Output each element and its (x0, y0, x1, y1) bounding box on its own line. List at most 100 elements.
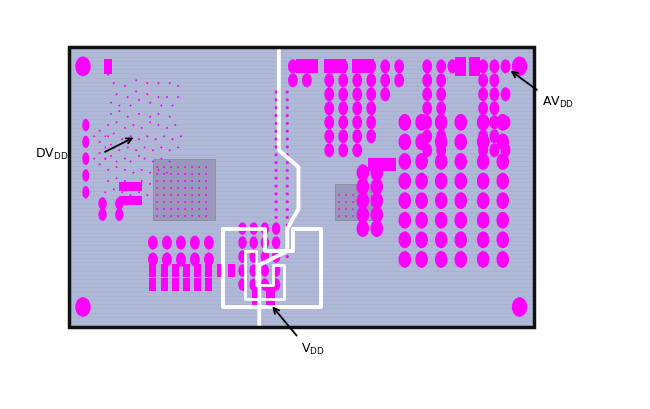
Ellipse shape (110, 114, 112, 116)
Ellipse shape (286, 224, 289, 227)
Ellipse shape (338, 202, 340, 203)
Ellipse shape (435, 212, 447, 229)
Ellipse shape (239, 265, 247, 277)
Ellipse shape (288, 60, 298, 74)
Ellipse shape (477, 212, 489, 229)
Ellipse shape (133, 183, 135, 185)
Ellipse shape (239, 251, 247, 263)
Ellipse shape (157, 169, 159, 171)
Ellipse shape (184, 202, 186, 204)
Ellipse shape (500, 144, 510, 158)
Ellipse shape (129, 161, 131, 163)
Ellipse shape (435, 134, 447, 151)
Ellipse shape (447, 60, 458, 74)
Ellipse shape (324, 102, 334, 116)
Bar (150, 279, 157, 291)
Bar (120, 183, 142, 191)
Ellipse shape (274, 185, 278, 188)
Ellipse shape (191, 167, 193, 169)
Ellipse shape (274, 216, 278, 220)
Ellipse shape (422, 60, 432, 74)
Ellipse shape (367, 60, 376, 74)
Ellipse shape (357, 207, 369, 223)
Ellipse shape (339, 60, 348, 74)
Ellipse shape (274, 193, 278, 196)
Ellipse shape (497, 193, 509, 209)
Ellipse shape (512, 297, 527, 317)
Ellipse shape (250, 223, 258, 235)
Ellipse shape (146, 83, 148, 85)
Ellipse shape (191, 195, 193, 197)
Ellipse shape (454, 193, 467, 209)
Ellipse shape (176, 236, 186, 250)
Bar (352, 60, 374, 74)
Ellipse shape (138, 114, 140, 116)
Ellipse shape (324, 60, 334, 74)
Ellipse shape (205, 181, 207, 182)
Ellipse shape (198, 216, 200, 218)
Ellipse shape (274, 162, 278, 165)
Ellipse shape (115, 198, 124, 210)
Ellipse shape (156, 167, 158, 169)
Ellipse shape (339, 88, 348, 102)
Ellipse shape (170, 202, 172, 204)
Ellipse shape (169, 161, 171, 163)
Ellipse shape (286, 209, 289, 211)
Ellipse shape (274, 130, 278, 133)
Ellipse shape (135, 150, 137, 152)
Ellipse shape (83, 136, 89, 149)
Bar (104, 59, 112, 75)
Ellipse shape (239, 237, 247, 249)
Ellipse shape (489, 74, 499, 88)
Ellipse shape (172, 139, 174, 141)
Ellipse shape (110, 155, 112, 157)
Ellipse shape (177, 86, 179, 88)
Ellipse shape (352, 144, 362, 158)
Ellipse shape (198, 167, 200, 169)
Ellipse shape (286, 201, 289, 204)
Bar (216, 265, 224, 277)
Ellipse shape (156, 209, 158, 211)
Ellipse shape (367, 74, 376, 88)
Ellipse shape (105, 136, 107, 138)
Ellipse shape (286, 193, 289, 196)
Ellipse shape (184, 188, 186, 189)
Ellipse shape (339, 116, 348, 130)
Ellipse shape (177, 209, 179, 211)
Ellipse shape (357, 165, 369, 182)
Ellipse shape (174, 125, 176, 127)
Bar (153, 159, 215, 221)
Ellipse shape (398, 134, 411, 151)
Ellipse shape (415, 173, 428, 190)
Ellipse shape (116, 161, 118, 163)
Ellipse shape (500, 60, 510, 74)
Ellipse shape (478, 88, 488, 102)
Ellipse shape (148, 253, 158, 267)
Ellipse shape (176, 253, 186, 267)
Ellipse shape (324, 144, 334, 158)
Ellipse shape (286, 247, 289, 251)
Ellipse shape (127, 147, 129, 149)
Bar (227, 265, 235, 277)
Bar (335, 184, 371, 221)
Ellipse shape (83, 187, 89, 199)
Ellipse shape (149, 103, 151, 104)
Bar (205, 279, 213, 291)
Ellipse shape (435, 232, 447, 249)
Bar (69, 47, 534, 327)
Ellipse shape (116, 167, 118, 169)
Ellipse shape (302, 60, 312, 74)
Ellipse shape (286, 240, 289, 243)
Ellipse shape (135, 91, 137, 93)
Ellipse shape (124, 128, 126, 130)
Ellipse shape (118, 150, 120, 152)
Ellipse shape (477, 232, 489, 249)
Ellipse shape (477, 115, 489, 131)
Ellipse shape (274, 99, 278, 102)
Ellipse shape (177, 216, 179, 218)
Bar (120, 197, 142, 205)
Ellipse shape (478, 130, 488, 144)
Ellipse shape (163, 174, 165, 175)
Ellipse shape (345, 216, 347, 218)
Ellipse shape (261, 279, 269, 291)
